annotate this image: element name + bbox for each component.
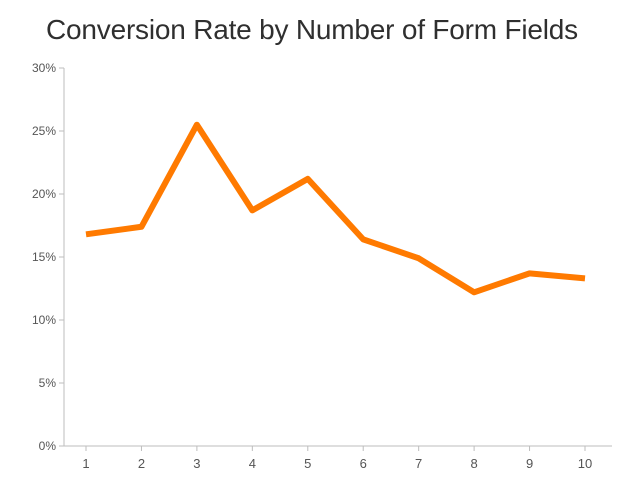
x-tick-label: 7 [415,456,422,471]
chart-title: Conversion Rate by Number of Form Fields [46,14,578,45]
series-layer [83,121,588,296]
data-point [249,207,255,213]
x-tick-label: 3 [193,456,200,471]
x-tick-label: 4 [249,456,256,471]
y-tick-label: 5% [39,376,57,390]
y-tick-label: 30% [32,61,56,75]
x-tick-label: 9 [526,456,533,471]
y-tick-label: 20% [32,187,56,201]
data-point [360,236,366,242]
x-tick-label: 8 [470,456,477,471]
series-line [85,121,586,296]
x-tick-label: 5 [304,456,311,471]
x-tick-label: 1 [82,456,89,471]
x-tick-label: 10 [578,456,592,471]
data-point [527,270,533,276]
x-tick-label: 6 [360,456,367,471]
data-point [305,176,311,182]
data-point [194,122,200,128]
data-point [138,224,144,230]
data-point [471,289,477,295]
axes [59,67,612,451]
data-point [582,275,588,281]
tick-labels: 0% 5% 10% 15% 20% 25% 30% 1 2 3 4 5 6 7 8 9 10 [32,61,592,471]
x-tick-label: 2 [138,456,145,471]
data-point [416,255,422,261]
y-tick-label: 15% [32,250,56,264]
y-tick-label: 10% [32,313,56,327]
data-point [83,231,89,237]
y-tick-label: 25% [32,124,56,138]
y-tick-label: 0% [39,439,57,453]
